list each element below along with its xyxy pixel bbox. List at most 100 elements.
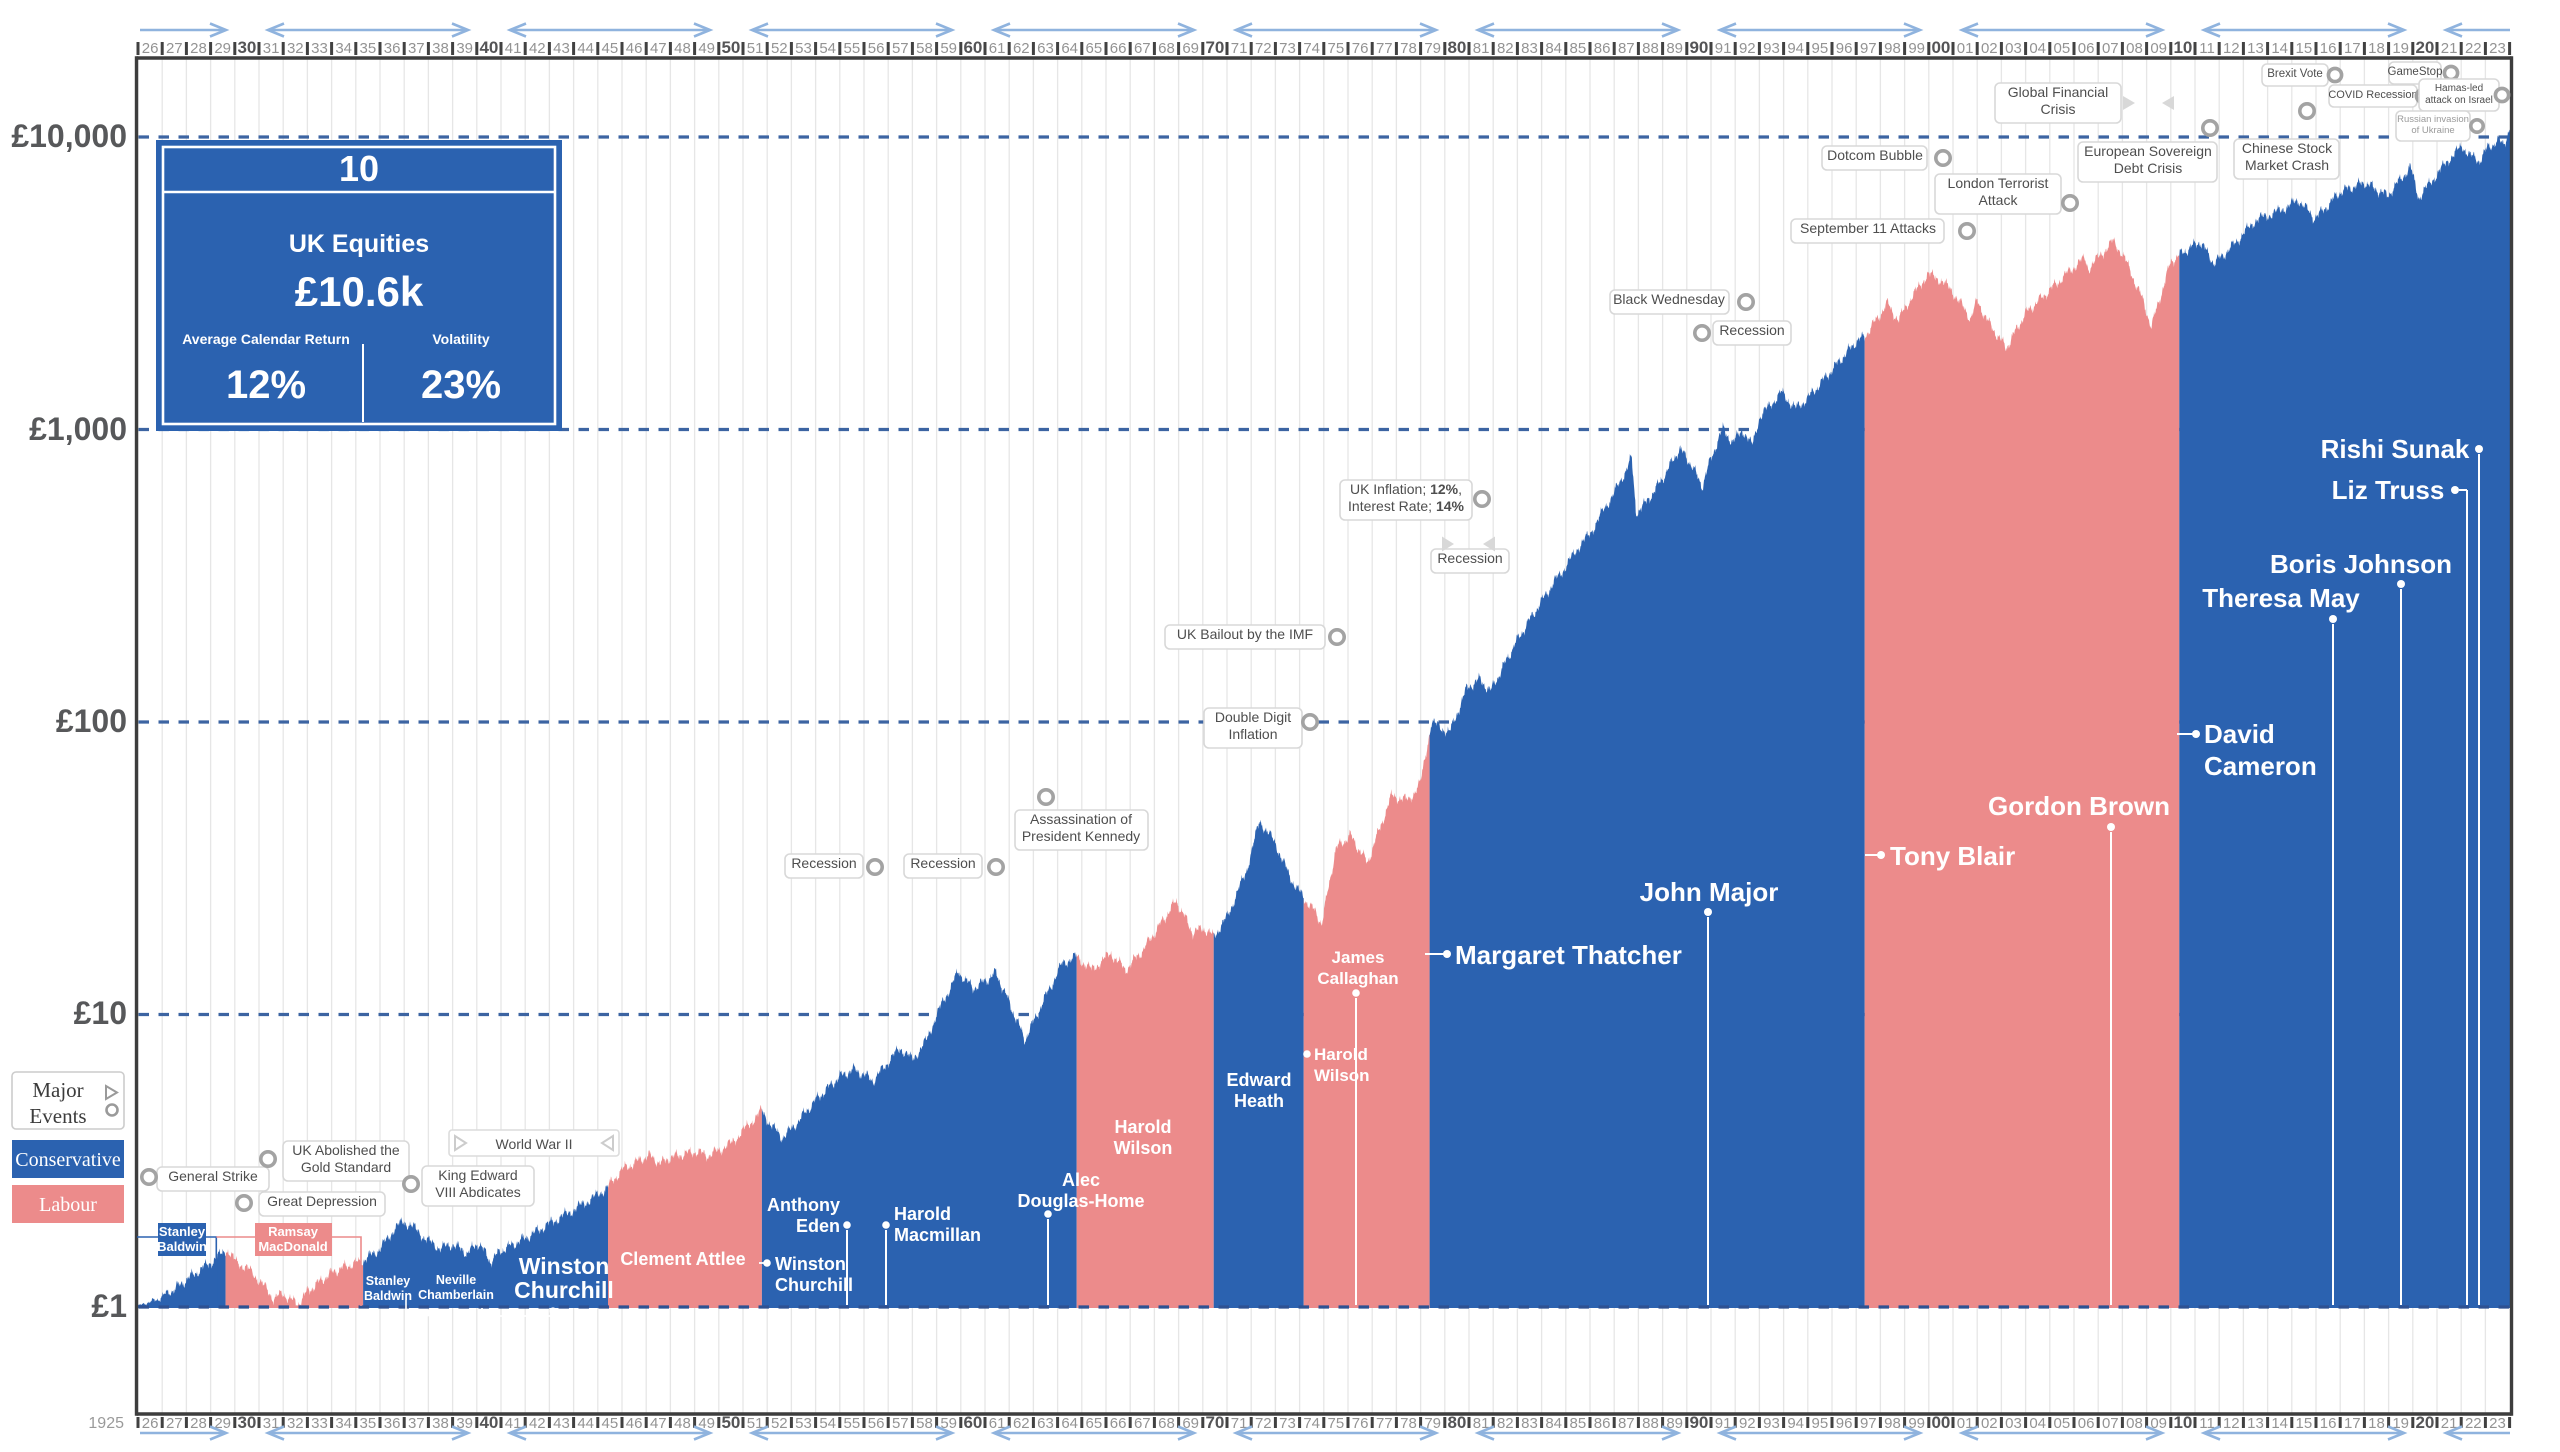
svg-text:26: 26 — [142, 40, 159, 57]
svg-text:01: 01 — [1957, 1415, 1974, 1432]
svg-text:September 11 Attacks: September 11 Attacks — [1800, 220, 1936, 236]
svg-text:Douglas-Home: Douglas-Home — [1017, 1191, 1144, 1211]
svg-text:40: 40 — [479, 1413, 498, 1432]
svg-text:59: 59 — [940, 1415, 957, 1432]
svg-text:69: 69 — [1182, 1415, 1199, 1432]
svg-text:64: 64 — [1061, 1415, 1078, 1432]
svg-text:Assassination of: Assassination of — [1030, 811, 1132, 827]
svg-text:UK Abolished the: UK Abolished the — [292, 1142, 400, 1158]
svg-text:Wilson: Wilson — [1114, 1138, 1173, 1158]
svg-text:Heath: Heath — [1234, 1091, 1284, 1111]
svg-text:1925: 1925 — [88, 1415, 124, 1432]
svg-text:04: 04 — [2029, 40, 2046, 57]
svg-text:£100: £100 — [56, 703, 127, 739]
svg-text:57: 57 — [892, 1415, 909, 1432]
svg-text:Ramsay: Ramsay — [268, 1224, 319, 1239]
svg-text:Russian invasion: Russian invasion — [2397, 114, 2469, 125]
svg-text:95: 95 — [1812, 1415, 1829, 1432]
svg-text:35: 35 — [360, 40, 377, 57]
svg-text:53: 53 — [795, 40, 812, 57]
svg-text:Edward: Edward — [1226, 1070, 1291, 1090]
svg-text:38: 38 — [432, 1415, 449, 1432]
svg-text:43: 43 — [553, 40, 570, 57]
svg-text:74: 74 — [1303, 40, 1320, 57]
svg-text:91: 91 — [1715, 40, 1732, 57]
svg-text:33: 33 — [311, 1415, 328, 1432]
svg-text:43: 43 — [553, 1415, 570, 1432]
svg-text:00: 00 — [1931, 38, 1950, 57]
svg-text:57: 57 — [892, 40, 909, 57]
svg-text:12: 12 — [2223, 1415, 2240, 1432]
svg-text:46: 46 — [626, 1415, 643, 1432]
svg-text:22: 22 — [2465, 1415, 2482, 1432]
svg-text:68: 68 — [1158, 40, 1175, 57]
svg-text:07: 07 — [2102, 40, 2119, 57]
svg-text:33: 33 — [311, 40, 328, 57]
svg-text:03: 03 — [2005, 40, 2022, 57]
svg-text:£1: £1 — [91, 1288, 127, 1324]
svg-text:88: 88 — [1642, 40, 1659, 57]
svg-text:09: 09 — [2150, 1415, 2167, 1432]
svg-text:Attack: Attack — [1979, 192, 2019, 208]
svg-text:Winston: Winston — [519, 1253, 610, 1279]
svg-text:Inflation: Inflation — [1228, 726, 1277, 742]
svg-text:Brexit Vote: Brexit Vote — [2267, 68, 2323, 80]
svg-text:97: 97 — [1860, 1415, 1877, 1432]
svg-text:15: 15 — [2296, 1415, 2313, 1432]
svg-text:69: 69 — [1182, 40, 1199, 57]
svg-text:86: 86 — [1594, 40, 1611, 57]
svg-text:Winston: Winston — [775, 1254, 846, 1274]
svg-text:27: 27 — [166, 40, 183, 57]
svg-text:16: 16 — [2320, 1415, 2337, 1432]
svg-text:92: 92 — [1739, 1415, 1756, 1432]
svg-text:Gordon Brown: Gordon Brown — [1988, 791, 2170, 821]
svg-text:03: 03 — [2005, 1415, 2022, 1432]
svg-text:54: 54 — [819, 40, 836, 57]
svg-text:17: 17 — [2344, 1415, 2361, 1432]
svg-text:65: 65 — [1086, 40, 1103, 57]
svg-text:62: 62 — [1013, 40, 1030, 57]
svg-text:James: James — [1332, 948, 1385, 967]
svg-text:53: 53 — [795, 1415, 812, 1432]
svg-text:96: 96 — [1836, 1415, 1853, 1432]
svg-text:20: 20 — [2415, 38, 2434, 57]
svg-text:Churchill: Churchill — [775, 1275, 853, 1295]
svg-text:38: 38 — [432, 40, 449, 57]
svg-text:60: 60 — [963, 1413, 982, 1432]
svg-text:54: 54 — [819, 1415, 836, 1432]
svg-text:84: 84 — [1545, 1415, 1562, 1432]
svg-text:44: 44 — [577, 40, 594, 57]
svg-text:80: 80 — [1447, 1413, 1466, 1432]
svg-text:Harold: Harold — [1114, 1117, 1171, 1137]
svg-text:77: 77 — [1376, 1415, 1393, 1432]
svg-text:Liz Truss: Liz Truss — [2332, 475, 2445, 505]
svg-text:68: 68 — [1158, 1415, 1175, 1432]
svg-text:Eden: Eden — [796, 1216, 840, 1236]
svg-text:67: 67 — [1134, 40, 1151, 57]
svg-text:Harold: Harold — [1314, 1045, 1368, 1064]
svg-text:72: 72 — [1255, 40, 1272, 57]
svg-text:58: 58 — [916, 1415, 933, 1432]
svg-text:51: 51 — [747, 1415, 764, 1432]
svg-text:75: 75 — [1328, 40, 1345, 57]
svg-text:Cameron: Cameron — [2204, 751, 2317, 781]
svg-text:14: 14 — [2271, 40, 2288, 57]
svg-text:49: 49 — [698, 1415, 715, 1432]
svg-text:63: 63 — [1037, 1415, 1054, 1432]
svg-text:14: 14 — [2271, 1415, 2288, 1432]
svg-text:Recession: Recession — [910, 855, 975, 871]
svg-text:82: 82 — [1497, 1415, 1514, 1432]
svg-text:Theresa May: Theresa May — [2202, 583, 2360, 613]
svg-text:Wilson: Wilson — [1314, 1066, 1370, 1085]
svg-text:36: 36 — [384, 1415, 401, 1432]
svg-text:Major: Major — [32, 1078, 83, 1102]
svg-text:56: 56 — [868, 40, 885, 57]
svg-text:07: 07 — [2102, 1415, 2119, 1432]
svg-text:99: 99 — [1908, 1415, 1925, 1432]
svg-text:Baldwin: Baldwin — [364, 1289, 412, 1303]
svg-text:Alec: Alec — [1062, 1170, 1100, 1190]
svg-text:64: 64 — [1061, 40, 1078, 57]
svg-text:60: 60 — [963, 38, 982, 57]
svg-text:Volatility: Volatility — [432, 331, 490, 347]
svg-text:£10.6k: £10.6k — [295, 268, 424, 315]
